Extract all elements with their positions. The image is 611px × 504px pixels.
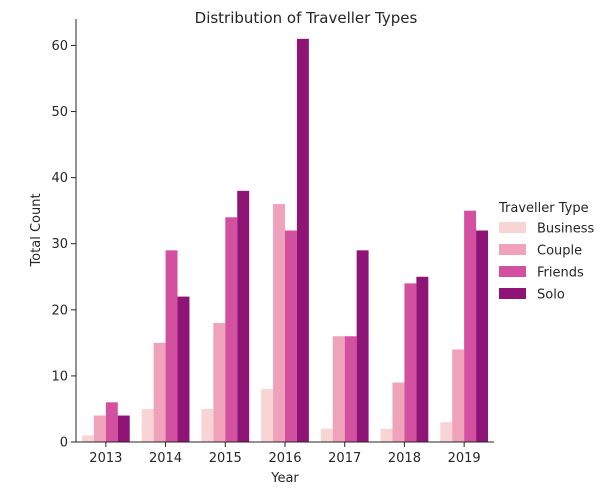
bar-business-2016 — [261, 389, 274, 443]
y-axis: 0 10 20 30 40 50 60 — [51, 19, 77, 451]
legend: Traveller Type Business Couple Friends Solo — [498, 201, 595, 303]
y-tick-label: 40 — [51, 171, 68, 186]
chart-title: Distribution of Traveller Types — [195, 9, 418, 27]
y-tick-label: 30 — [51, 237, 68, 252]
bar-friends-2014 — [165, 250, 178, 442]
bar-friends-2015 — [225, 217, 238, 442]
x-tick-label: 2014 — [149, 451, 182, 466]
y-tick-label: 50 — [51, 105, 68, 120]
legend-label-business: Business — [537, 222, 595, 237]
y-axis-label: Total Count — [29, 193, 44, 267]
bar-solo-2016 — [296, 38, 309, 442]
bar-friends-2019 — [464, 210, 477, 442]
bar-friends-2013 — [105, 402, 118, 442]
legend-label-friends: Friends — [537, 266, 584, 281]
y-tick-label: 20 — [51, 303, 68, 318]
legend-label-solo: Solo — [537, 288, 565, 303]
legend-title: Traveller Type — [498, 201, 589, 216]
bar-solo-2017 — [356, 250, 369, 442]
x-tick-label: 2013 — [89, 451, 122, 466]
x-tick-label: 2018 — [388, 451, 421, 466]
legend-swatch-business — [499, 222, 526, 233]
bar-solo-2013 — [117, 415, 130, 442]
bar-friends-2016 — [285, 230, 297, 442]
x-tick-label: 2019 — [448, 451, 481, 466]
bar-solo-2018 — [416, 276, 429, 442]
bar-business-2013 — [81, 435, 94, 442]
bar-business-2015 — [201, 408, 214, 442]
x-axis: 2013 2014 2015 2016 2017 2018 2019 — [76, 441, 494, 466]
bar-business-2018 — [380, 428, 393, 442]
y-tick-label: 60 — [51, 39, 68, 54]
bar-couple-2015 — [213, 323, 226, 442]
bar-friends-2018 — [404, 283, 417, 443]
bar-couple-2018 — [392, 382, 405, 442]
legend-swatch-couple — [499, 244, 526, 255]
x-tick-label: 2015 — [209, 451, 242, 466]
bar-business-2019 — [440, 422, 453, 442]
bar-solo-2019 — [476, 230, 489, 442]
bar-couple-2014 — [153, 342, 166, 442]
x-tick-label: 2016 — [268, 451, 301, 466]
legend-label-couple: Couple — [537, 244, 582, 259]
x-axis-label: Year — [270, 471, 299, 486]
legend-swatch-solo — [499, 288, 526, 299]
bar-couple-2013 — [93, 415, 106, 442]
y-tick-label: 0 — [60, 436, 68, 451]
bar-couple-2017 — [332, 336, 345, 442]
y-tick-label: 10 — [51, 369, 68, 384]
legend-swatch-friends — [499, 266, 526, 277]
bar-couple-2019 — [452, 349, 465, 442]
bar-business-2014 — [141, 408, 154, 442]
bars-group — [81, 38, 489, 443]
bar-solo-2015 — [237, 190, 250, 442]
x-tick-label: 2017 — [328, 451, 361, 466]
bar-couple-2016 — [273, 204, 285, 442]
bar-business-2017 — [320, 428, 333, 442]
bar-friends-2017 — [344, 336, 357, 442]
bar-solo-2014 — [177, 296, 190, 442]
